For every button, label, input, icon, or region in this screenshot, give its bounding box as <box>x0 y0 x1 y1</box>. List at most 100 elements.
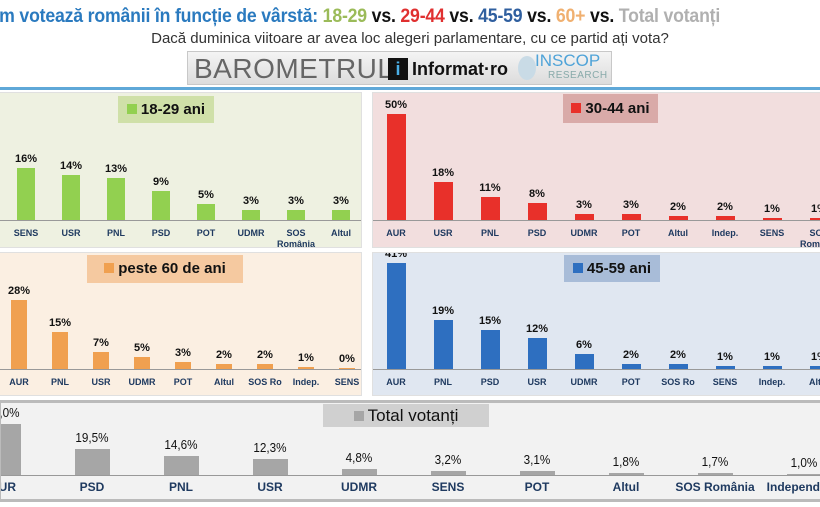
main-title: Cum votează românii în funcție de vârstă… <box>0 6 785 28</box>
value-label: 1% <box>764 351 780 364</box>
bar-usr <box>527 338 547 369</box>
bar-pot <box>519 470 555 475</box>
category-label: POT <box>621 228 641 238</box>
bar-indep- <box>715 215 735 220</box>
value-label: 1% <box>298 351 314 364</box>
value-label: 2% <box>216 349 232 362</box>
bar-pnl <box>163 455 199 475</box>
category-label: PNL <box>481 228 499 238</box>
category-label: Independenți <box>766 480 820 494</box>
value-label: 1% <box>764 202 780 215</box>
bar-udmr <box>341 468 377 475</box>
category-label: SENS <box>712 377 738 387</box>
bar-sens <box>762 217 782 220</box>
value-label: 2% <box>670 348 686 361</box>
value-label: 7% <box>93 336 109 349</box>
category-label: SENS <box>759 228 785 238</box>
title-part: 45-59 <box>478 6 523 27</box>
legend-label: Total votanți <box>367 406 459 425</box>
bar-sens <box>17 168 35 220</box>
title-part: 29-44 <box>400 6 445 27</box>
legend-swatch-icon <box>126 104 137 114</box>
bar-pnl <box>433 319 453 369</box>
chart-panel-30-44: 50% AUR 18% USR 11% PNL 8% PSD 3% UDMR 3% POT 2% Altu… <box>372 92 820 248</box>
value-label: 5% <box>198 188 214 201</box>
bar-aur <box>1 424 21 475</box>
category-label: POT <box>173 377 193 387</box>
bar-sos-românia <box>287 210 305 220</box>
inscop-logo-text: INSCOP <box>535 51 601 70</box>
bar-pnl <box>107 177 125 220</box>
value-label: 1,7% <box>701 453 729 469</box>
category-label: PSD <box>79 480 105 494</box>
category-label: SENS <box>13 228 39 238</box>
value-label: 3% <box>576 198 592 211</box>
bar-indep- <box>762 366 782 369</box>
inscop-research-text: RESEARCH <box>548 70 608 81</box>
value-label: 38,0% <box>0 405 20 421</box>
title-part: Cum votează românii în funcție de vârstă… <box>0 6 323 27</box>
category-label: PSD <box>151 228 171 238</box>
bar-sos-ro <box>257 364 273 369</box>
category-label: PSD <box>527 228 547 238</box>
legend: 45-59 ani <box>564 255 660 282</box>
value-label: 3% <box>288 195 304 208</box>
legend-label: 45-59 ani <box>586 260 652 277</box>
value-label: 1,8% <box>612 453 640 469</box>
category-label: Indep. <box>758 377 786 387</box>
title-part: 60+ <box>555 6 586 27</box>
bar-independenți <box>786 473 820 475</box>
legend-swatch-icon <box>571 103 582 113</box>
x-axis <box>0 220 361 221</box>
value-label: 14% <box>59 159 83 172</box>
bar-usr <box>252 458 288 475</box>
category-label: AUR <box>386 377 406 387</box>
bar-usr <box>62 174 80 220</box>
value-label: 13% <box>104 162 128 175</box>
category-label: Altul <box>809 377 820 387</box>
title-part: vs. <box>522 6 556 27</box>
category-label: SOS Ro <box>248 377 282 387</box>
chart-panel-45-59: 41% AUR 19% PNL 15% PSD 12% USR 6% UDMR 2% POT 2% SOS… <box>372 252 820 396</box>
value-label: 3% <box>175 346 191 359</box>
category-label: Altul <box>331 228 351 238</box>
category-label: UDMR <box>570 228 598 238</box>
category-label: Altul <box>214 377 234 387</box>
value-label: 15% <box>478 315 502 328</box>
bar-aur <box>11 300 27 369</box>
bar-altul <box>809 366 820 369</box>
category-label: SOS România <box>799 228 820 248</box>
value-label: 16% <box>14 153 38 165</box>
value-label: 1% <box>811 351 820 364</box>
bar-sos-românia <box>809 217 820 220</box>
x-axis <box>373 369 820 370</box>
category-label: AUR <box>386 228 406 238</box>
value-label: 12% <box>525 323 549 336</box>
bar-pot <box>175 361 191 369</box>
bar-altul <box>608 472 644 475</box>
barometrul-logo-banner: BAROMETRUL i Informat·ro INSCOP RESEARCH <box>187 51 612 85</box>
legend-swatch-icon <box>104 263 115 273</box>
category-label: SOS România <box>675 480 755 494</box>
category-label: UDMR <box>128 377 156 387</box>
value-label: 3% <box>623 198 639 211</box>
x-axis <box>0 369 361 370</box>
inscop-logo-icon <box>518 56 536 80</box>
legend: peste 60 de ani <box>87 255 243 283</box>
category-label: PNL <box>434 377 452 387</box>
informat-logo-icon: i <box>388 58 408 80</box>
value-label: 5% <box>134 341 150 354</box>
bar-psd <box>152 190 170 220</box>
category-label: SENS <box>334 377 360 387</box>
category-label: POT <box>524 480 550 494</box>
category-label: USR <box>257 480 283 494</box>
category-label: PNL <box>107 228 125 238</box>
bar-psd <box>480 330 500 369</box>
value-label: 6% <box>576 338 592 351</box>
legend-swatch-icon <box>572 263 583 273</box>
category-label: UDMR <box>237 228 265 238</box>
bar-sens <box>715 366 735 369</box>
bar-aur <box>386 114 406 220</box>
value-label: 12,3% <box>253 439 287 455</box>
bar-altul <box>332 210 350 220</box>
